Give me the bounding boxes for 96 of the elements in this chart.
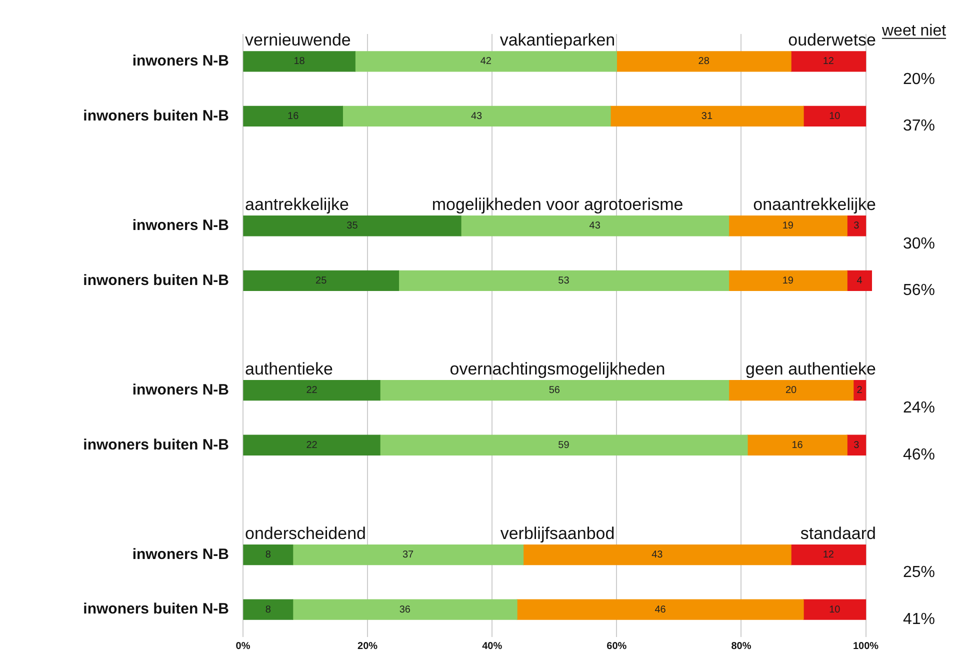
- data-label: 37: [402, 550, 414, 561]
- x-tick-label: 40%: [482, 640, 502, 652]
- x-tick-label: 20%: [358, 640, 378, 652]
- x-tick-label: 100%: [852, 640, 879, 652]
- y-tick-label: inwoners N-B: [132, 546, 230, 563]
- data-label: 22: [306, 440, 318, 451]
- annotation: vakantieparken: [500, 30, 616, 50]
- data-label: 43: [470, 110, 483, 122]
- bar: [243, 599, 294, 620]
- data-label: 31: [701, 110, 713, 122]
- bar: [616, 51, 792, 72]
- y-tick-label: inwoners buiten N-B: [83, 107, 230, 124]
- bar: [610, 106, 804, 127]
- data-label: 46: [654, 604, 666, 616]
- data-label: 53: [558, 275, 570, 286]
- bar: [790, 544, 866, 566]
- data-label: 25: [316, 275, 328, 286]
- text: 46%: [903, 446, 936, 464]
- bar: [728, 216, 848, 236]
- y-tick-label: inwoners N-B: [132, 217, 230, 234]
- annotation: standaard: [800, 524, 876, 543]
- bar: [243, 216, 462, 236]
- text: 37%: [903, 118, 936, 135]
- annotation: onaantrekkelijke: [753, 194, 876, 214]
- data-label: 16: [792, 440, 804, 451]
- annotation: aantrekkelijke: [245, 194, 349, 214]
- annotation: ouderwetse: [788, 30, 876, 50]
- bar: [747, 434, 848, 456]
- annotation: vernieuwende: [245, 30, 351, 50]
- data-label: 12: [822, 56, 834, 68]
- data-label: 56: [548, 385, 560, 396]
- data-label: 43: [589, 220, 601, 232]
- data-label: 8: [265, 604, 272, 616]
- data-label: 43: [652, 550, 664, 561]
- data-label: 10: [829, 110, 841, 122]
- bar: [380, 380, 730, 401]
- data-label: 12: [822, 550, 834, 561]
- bar: [728, 380, 854, 401]
- data-label: 16: [288, 110, 300, 122]
- bar: [243, 544, 294, 566]
- bar: [803, 599, 866, 620]
- x-tick-label: 60%: [606, 640, 627, 652]
- x-tick-label: 80%: [731, 640, 752, 652]
- data-label: 20: [785, 385, 798, 396]
- data-label: 10: [829, 604, 841, 616]
- data-label: 18: [294, 56, 306, 68]
- y-tick-label: inwoners N-B: [132, 52, 230, 70]
- bar: [342, 106, 611, 127]
- annotation: authentieke: [245, 359, 333, 378]
- text: 24%: [903, 400, 936, 417]
- text: 56%: [903, 282, 936, 300]
- data-label: 4: [856, 275, 863, 286]
- annotation: onderscheidend: [245, 524, 366, 543]
- bar: [292, 544, 524, 566]
- text: 41%: [903, 610, 936, 628]
- data-label: 3: [854, 220, 860, 232]
- data-label: 59: [558, 440, 570, 451]
- data-label: 36: [399, 604, 411, 616]
- bar: [380, 434, 748, 456]
- data-label: 3: [854, 440, 860, 451]
- data-label: 19: [782, 220, 794, 232]
- data-label: 8: [265, 550, 272, 561]
- bar: [243, 51, 356, 72]
- bar: [790, 51, 866, 72]
- bar: [243, 380, 380, 401]
- x-tick-label: 0%: [236, 640, 250, 652]
- data-label: 2: [856, 385, 863, 396]
- bar: [803, 106, 866, 127]
- text: 20%: [903, 70, 936, 88]
- bar: [243, 270, 400, 292]
- bar: [522, 544, 792, 566]
- y-tick-label: inwoners buiten N-B: [83, 436, 230, 454]
- bar: [516, 599, 804, 620]
- bar: [728, 270, 848, 292]
- annotation: verblijfsaanbod: [500, 524, 615, 543]
- bar: [243, 106, 343, 127]
- y-tick-label: inwoners buiten N-B: [83, 272, 230, 289]
- data-label: 28: [698, 56, 710, 68]
- text: weet niet: [881, 22, 947, 40]
- data-label: 35: [346, 220, 358, 232]
- text: 25%: [903, 564, 936, 582]
- data-label: 22: [306, 385, 318, 396]
- bar: [292, 599, 518, 620]
- data-label: 42: [480, 56, 492, 68]
- bar: [398, 270, 730, 292]
- bar: [460, 216, 730, 236]
- bar: [354, 51, 617, 72]
- annotation: mogelijkheden voor agrotoerisme: [432, 194, 684, 214]
- y-tick-label: inwoners N-B: [132, 381, 230, 398]
- data-label: 19: [782, 275, 794, 286]
- annotation: overnachtingsmogelijkheden: [450, 359, 666, 378]
- annotation: geen authentieke: [746, 359, 876, 378]
- bar: [846, 270, 872, 292]
- bar: [243, 434, 380, 456]
- y-tick-label: inwoners buiten N-B: [83, 600, 230, 618]
- text: 30%: [903, 235, 936, 252]
